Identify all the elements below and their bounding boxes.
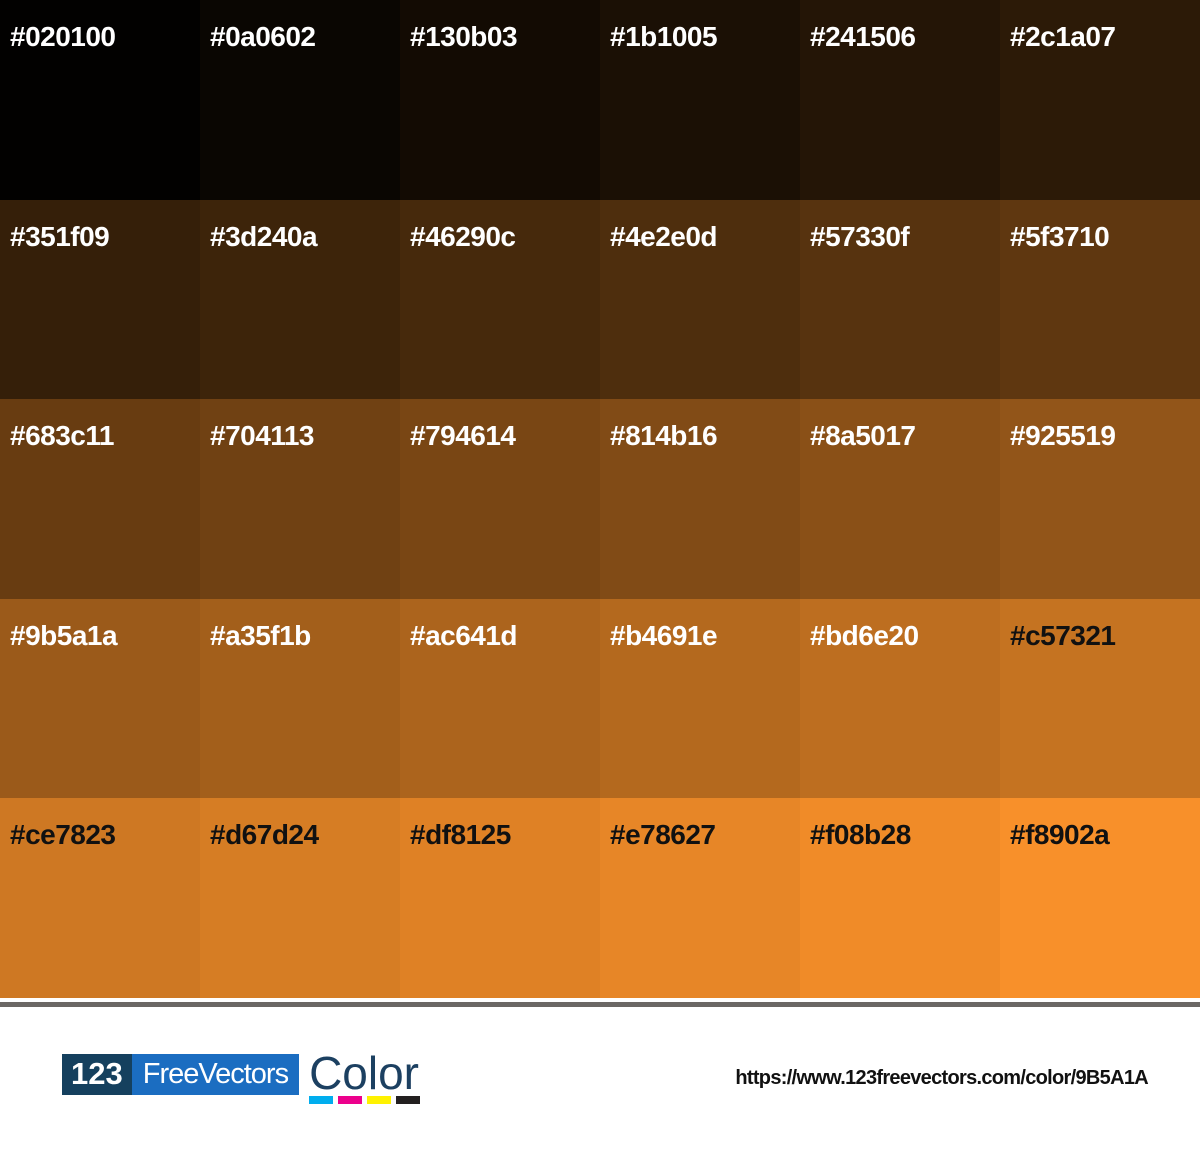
swatch-hex-label: #925519 — [1010, 420, 1116, 452]
swatch-hex-label: #57330f — [810, 220, 910, 252]
black-bar — [396, 1095, 421, 1104]
color-swatch[interactable]: #0a0602 — [200, 0, 400, 200]
swatch-hex-label: #f8902a — [1010, 819, 1110, 851]
color-swatch[interactable]: #b4691e — [600, 598, 800, 799]
color-grid: #020100 #0a0602 #130b03 #1b1005 #241506 #2c1a… — [0, 0, 1200, 998]
color-swatch[interactable]: #814b16 — [600, 399, 800, 599]
swatch-hex-label: #c57321 — [1010, 619, 1116, 651]
color-swatch[interactable]: #351f09 — [0, 199, 200, 400]
color-swatch[interactable]: #925519 — [1000, 399, 1200, 599]
swatch-hex-label: #a35f1b — [210, 619, 311, 651]
swatch-hex-label: #4e2e0d — [610, 220, 718, 252]
color-swatch[interactable]: #8a5017 — [800, 399, 1000, 599]
logo-color-block: Color — [309, 1046, 421, 1104]
site-logo[interactable]: 123 FreeVectors Color — [62, 1046, 421, 1104]
logo-color-text: Color — [309, 1046, 420, 1099]
yellow-bar — [367, 1095, 392, 1104]
swatch-hex-label: #683c11 — [10, 420, 114, 452]
color-swatch[interactable]: #2c1a07 — [1000, 0, 1200, 200]
swatch-hex-label: #ac641d — [410, 619, 518, 651]
color-swatch[interactable]: #df8125 — [400, 798, 600, 998]
magenta-bar — [338, 1095, 363, 1104]
cmyk-bars — [309, 1095, 421, 1104]
color-swatch[interactable]: #ac641d — [400, 598, 600, 799]
cyan-bar — [309, 1095, 334, 1104]
swatch-hex-label: #2c1a07 — [1010, 21, 1116, 52]
footer: 123 FreeVectors Color https://www.123fre… — [0, 1007, 1200, 1150]
logo-badge: 123 FreeVectors — [62, 1053, 300, 1095]
color-swatch[interactable]: #241506 — [800, 0, 1000, 200]
swatch-hex-label: #e78627 — [610, 819, 716, 851]
swatch-hex-label: #704113 — [210, 420, 314, 452]
color-swatch[interactable]: #e78627 — [600, 798, 800, 998]
swatch-hex-label: #9b5a1a — [10, 619, 118, 651]
swatch-hex-label: #b4691e — [610, 619, 718, 651]
color-swatch[interactable]: #f08b28 — [800, 798, 1000, 998]
swatch-hex-label: #df8125 — [410, 819, 511, 851]
logo-freevectors: FreeVectors — [131, 1053, 300, 1095]
swatch-hex-label: #130b03 — [410, 21, 518, 52]
swatch-hex-label: #3d240a — [210, 220, 318, 252]
color-swatch[interactable]: #683c11 — [0, 399, 200, 599]
swatch-hex-label: #814b16 — [610, 420, 718, 452]
color-swatch[interactable]: #1b1005 — [600, 0, 800, 200]
color-swatch[interactable]: #c57321 — [1000, 598, 1200, 799]
swatch-hex-label: #8a5017 — [810, 420, 916, 452]
color-swatch[interactable]: #5f3710 — [1000, 199, 1200, 400]
color-swatch[interactable]: #57330f — [800, 199, 1000, 400]
swatch-hex-label: #020100 — [10, 21, 116, 52]
color-swatch[interactable]: #d67d24 — [200, 798, 400, 998]
color-swatch[interactable]: #9b5a1a — [0, 598, 200, 799]
color-swatch[interactable]: #f8902a — [1000, 798, 1200, 998]
color-swatch[interactable]: #4e2e0d — [600, 199, 800, 400]
color-swatch[interactable]: #3d240a — [200, 199, 400, 400]
footer-gap — [0, 998, 1200, 1002]
color-swatch[interactable]: #a35f1b — [200, 598, 400, 799]
swatch-hex-label: #794614 — [410, 420, 516, 452]
swatch-hex-label: #d67d24 — [210, 819, 319, 851]
swatch-hex-label: #0a0602 — [210, 21, 316, 52]
page-url: https://www.123freevectors.com/color/9B5… — [735, 1067, 1148, 1089]
color-swatch[interactable]: #ce7823 — [0, 798, 200, 998]
swatch-hex-label: #351f09 — [10, 220, 110, 252]
swatch-hex-label: #46290c — [410, 220, 516, 252]
swatch-hex-label: #f08b28 — [810, 819, 911, 851]
color-swatch[interactable]: #704113 — [200, 399, 400, 599]
swatch-hex-label: #bd6e20 — [810, 619, 919, 651]
footer-divider — [0, 1002, 1200, 1007]
color-swatch[interactable]: #020100 — [0, 0, 200, 200]
swatch-hex-label: #1b1005 — [610, 21, 718, 52]
swatch-hex-label: #241506 — [810, 21, 916, 52]
logo-123: 123 — [62, 1053, 132, 1095]
swatch-hex-label: #ce7823 — [10, 819, 116, 851]
color-swatch[interactable]: #130b03 — [400, 0, 600, 200]
swatch-hex-label: #5f3710 — [1010, 220, 1110, 252]
color-swatch[interactable]: #46290c — [400, 199, 600, 400]
color-swatch[interactable]: #bd6e20 — [800, 598, 1000, 799]
color-swatch[interactable]: #794614 — [400, 399, 600, 599]
